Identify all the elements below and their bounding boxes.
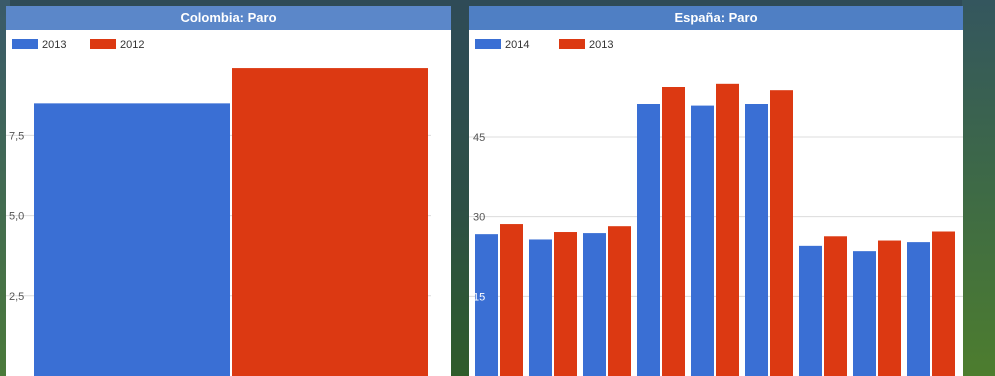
chart-panel-espana: España: Paro 15 30 45 2014 2013: [469, 6, 963, 376]
bar-2013-0: [500, 224, 523, 376]
legend-label-2012: 2012: [120, 39, 144, 51]
bar-2013-5: [770, 90, 793, 376]
bar-2014-0: [475, 234, 498, 376]
y-tick-label: 45: [473, 132, 485, 144]
bar-2013-2: [608, 226, 631, 376]
legend-swatch-2013: [559, 39, 585, 49]
y-tick-label: 30: [473, 212, 485, 224]
bar-2013-3: [662, 87, 685, 376]
bar-2013-0: [34, 103, 230, 376]
legend-label-2013: 2013: [589, 39, 613, 51]
bar-2013-6: [824, 236, 847, 376]
chart-colombia-svg: 2,5 5,0 7,5 2013 2012: [6, 39, 431, 376]
bar-2013-1: [554, 232, 577, 376]
bar-2013-4: [716, 83, 739, 376]
y-tick-label: 15: [473, 291, 485, 303]
chart-espana-svg: 15 30 45 2014 2013: [469, 39, 963, 376]
y-tick-label: 2,5: [9, 291, 24, 303]
legend-swatch-2013: [12, 39, 38, 49]
bar-2014-7: [853, 251, 876, 376]
chart-title-espana: España: Paro: [469, 6, 963, 30]
chart-panel-colombia: Colombia: Paro 2,5 5,0 7,5 2013 2012: [6, 6, 451, 376]
legend-swatch-2012: [90, 39, 116, 49]
bar-2012-0: [232, 68, 428, 376]
bar-2014-4: [691, 105, 714, 376]
bar-2013-8: [932, 231, 955, 376]
bar-2014-6: [799, 245, 822, 376]
legend-swatch-2014: [475, 39, 501, 49]
background-strip-right: [962, 0, 995, 376]
legend-label-2013: 2013: [42, 39, 66, 51]
bar-2013-7: [878, 240, 901, 376]
bar-2014-5: [745, 104, 768, 376]
bar-2014-1: [529, 239, 552, 376]
y-tick-label: 7,5: [9, 130, 24, 142]
y-tick-label: 5,0: [9, 211, 24, 223]
bar-2014-3: [637, 104, 660, 376]
bar-2014-8: [907, 242, 930, 376]
chart-title-colombia: Colombia: Paro: [6, 6, 451, 30]
background-strip-left: [0, 0, 10, 376]
legend-label-2014: 2014: [505, 39, 529, 51]
bar-2014-2: [583, 233, 606, 376]
